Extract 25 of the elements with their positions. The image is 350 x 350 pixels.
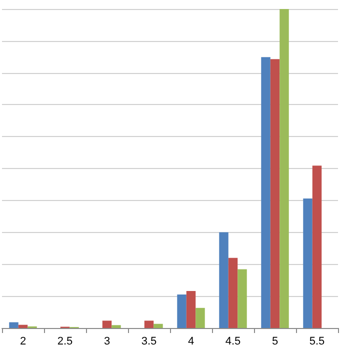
bar: [18, 324, 28, 328]
bar: [280, 9, 289, 328]
bar: [144, 320, 154, 328]
bar: [196, 308, 205, 328]
bar: [186, 290, 196, 328]
x-tick-label: 4: [188, 336, 194, 348]
bar: [154, 324, 163, 328]
bar: [303, 198, 312, 328]
bar: [238, 269, 247, 328]
bar: [102, 320, 112, 328]
x-tick-label: 2.5: [57, 336, 73, 348]
x-tick-label: 3: [104, 336, 110, 348]
x-tick-label: 2: [20, 336, 26, 348]
bar: [219, 232, 228, 328]
x-tick-label: 4.5: [225, 336, 241, 348]
x-tick-label: 5.5: [309, 336, 325, 348]
bar: [228, 258, 238, 328]
bar: [312, 166, 322, 328]
bar: [261, 57, 270, 328]
x-tick-label: 3.5: [141, 336, 157, 348]
bar: [9, 322, 18, 328]
bar: [270, 59, 280, 328]
x-tick-label: 5: [272, 336, 278, 348]
bar: [112, 325, 121, 328]
bar: [177, 294, 186, 328]
